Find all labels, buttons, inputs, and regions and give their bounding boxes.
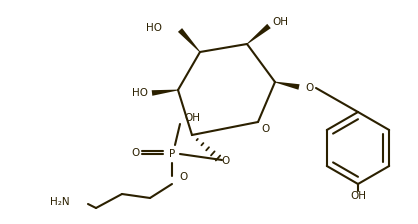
Text: P: P [169,149,175,159]
Text: O: O [305,83,313,93]
Text: O: O [179,172,187,182]
Text: O: O [222,156,230,166]
Text: O: O [262,124,270,134]
Polygon shape [152,90,178,96]
Text: HO: HO [146,23,162,33]
Polygon shape [178,28,200,52]
Text: OH: OH [184,113,200,123]
Text: OH: OH [272,17,288,27]
Text: O: O [131,147,139,157]
Polygon shape [275,82,300,90]
Text: H₂N: H₂N [51,197,70,207]
Polygon shape [247,24,271,44]
Text: OH: OH [350,191,366,201]
Text: HO: HO [132,88,148,98]
